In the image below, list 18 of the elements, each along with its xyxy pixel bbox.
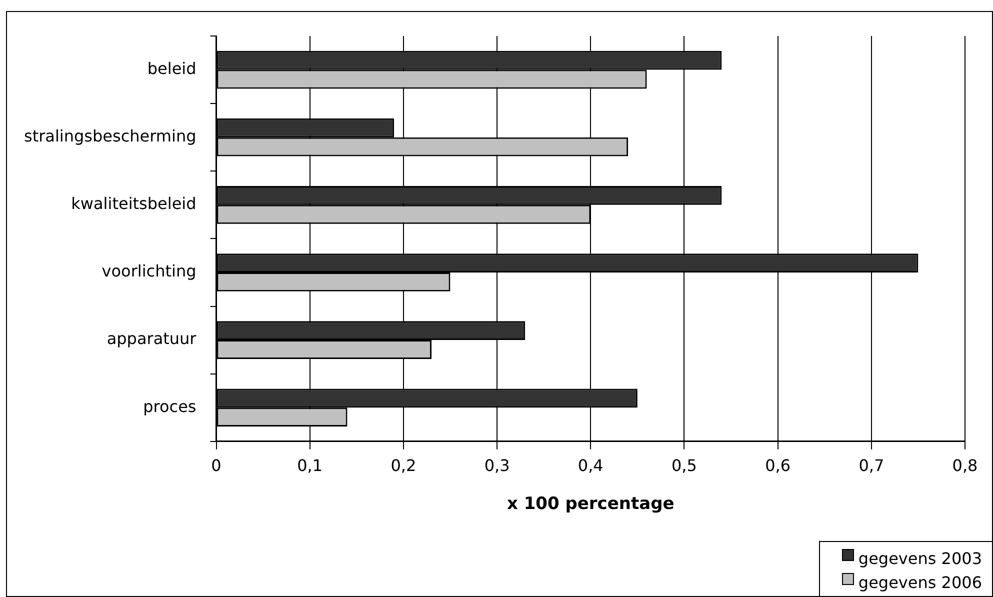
x-tick-label: 0,8 (952, 456, 978, 476)
y-tick-label: stralingsbescherming (24, 126, 196, 146)
y-tick-label: kwaliteitsbeleid (71, 194, 196, 214)
legend-label: gegevens 2003 (858, 548, 982, 568)
x-tick-label: 0,2 (390, 456, 416, 476)
x-tick-label: 0,5 (671, 456, 697, 476)
x-tick-label: 0,6 (765, 456, 791, 476)
legend-label: gegevens 2006 (858, 572, 982, 592)
x-axis-title: x 100 percentage (506, 494, 674, 514)
x-tick-label: 0,1 (297, 456, 323, 476)
x-tick-label: 0,7 (858, 456, 884, 476)
x-tick-label: 0,4 (578, 456, 604, 476)
x-tick-label: 0,3 (484, 456, 510, 476)
y-tick-label: apparatuur (106, 329, 197, 348)
y-tick-label: beleid (147, 58, 196, 78)
y-tick-label: voorlichting (102, 262, 196, 281)
x-tick-label: 0 (211, 456, 222, 476)
y-tick-label: proces (143, 396, 196, 416)
